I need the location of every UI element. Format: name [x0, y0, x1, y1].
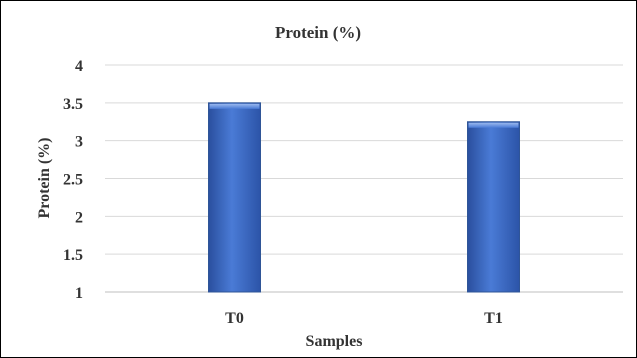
y-axis-ticks: 1 1.5 2 2.5 3 3.5 4 — [63, 58, 83, 302]
bars — [208, 102, 520, 293]
chart-title: Protein (%) — [275, 23, 361, 42]
bar-T0 — [208, 102, 261, 293]
y-tick-label: 2 — [75, 209, 83, 226]
bar-highlight — [468, 122, 519, 128]
y-axis-label: Protein (%) — [36, 137, 53, 218]
y-tick-label: 4 — [75, 58, 83, 75]
y-tick-label: 3 — [75, 134, 83, 151]
y-tick-label: 2.5 — [63, 172, 83, 189]
x-tick-label: T0 — [225, 310, 244, 327]
y-tick-label: 3.5 — [63, 96, 83, 113]
gridlines — [105, 64, 623, 293]
x-axis-ticks: T0 T1 — [225, 310, 503, 327]
x-tick-label: T1 — [484, 310, 503, 327]
y-tick-label: 1.5 — [63, 247, 83, 264]
x-axis-label: Samples — [306, 333, 363, 350]
bar-T1 — [467, 121, 520, 293]
y-tick-label: 1 — [75, 285, 83, 302]
bar-highlight — [209, 103, 260, 109]
